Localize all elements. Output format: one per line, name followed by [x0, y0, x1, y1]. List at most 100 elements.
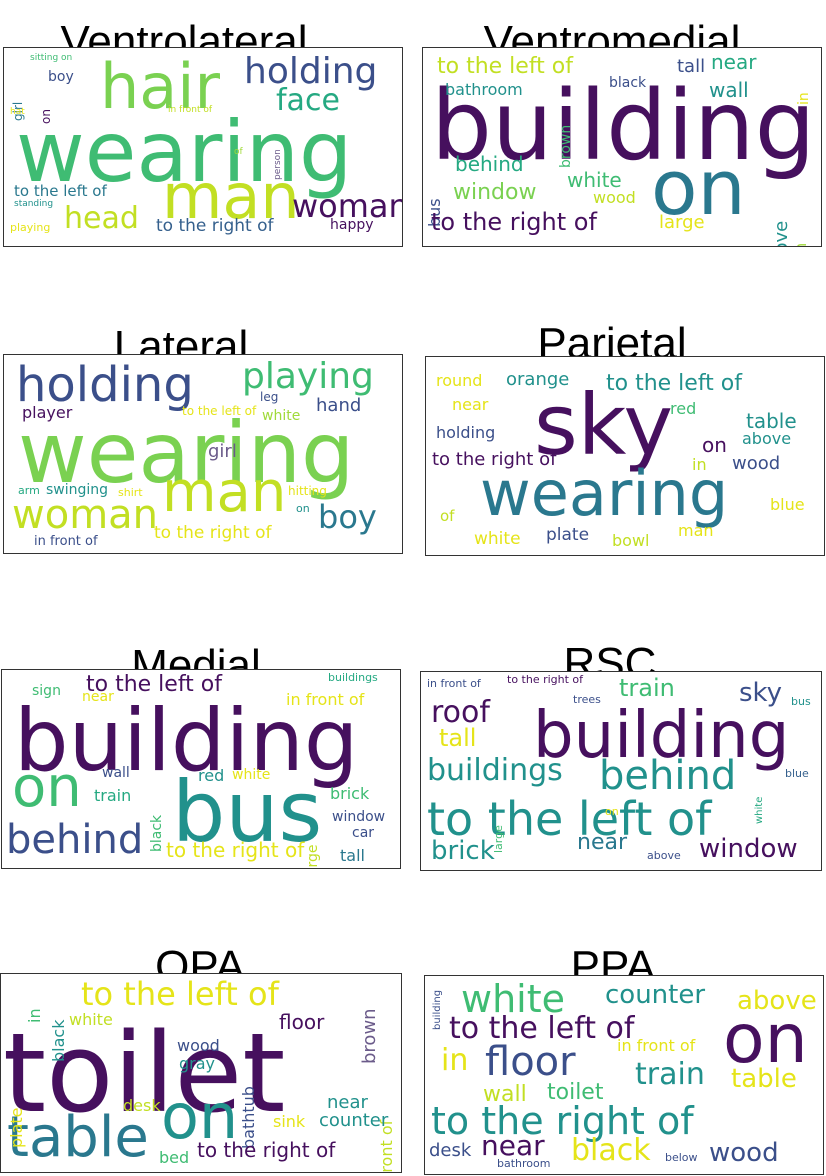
- word-playing: playing: [10, 221, 51, 234]
- word-behind: behind: [6, 817, 144, 863]
- word-brick: brick: [431, 836, 495, 866]
- word-sink: sink: [273, 1112, 306, 1131]
- word-in-front-of: in front of: [617, 1036, 696, 1055]
- word-round: round: [436, 371, 483, 390]
- word-brown: brown: [558, 124, 574, 168]
- word-red: red: [198, 766, 225, 785]
- word-table: table: [746, 409, 797, 433]
- word-large: large: [305, 844, 321, 869]
- word-train: train: [619, 674, 675, 702]
- word-tall: tall: [439, 724, 477, 752]
- word-white: white: [69, 1010, 113, 1029]
- word-floor: floor: [485, 1039, 576, 1085]
- word-on: on: [296, 502, 310, 515]
- word-to-the-left-of: to the left of: [437, 54, 574, 79]
- word-bathroom: bathroom: [497, 1157, 551, 1170]
- word-leg: leg: [260, 390, 279, 404]
- word-bus: bus: [791, 695, 811, 708]
- word-toilet: toilet: [547, 1080, 604, 1105]
- word-holding: holding: [244, 51, 378, 92]
- word-to-the-right-of: to the right of: [166, 838, 305, 862]
- word-table: table: [731, 1064, 797, 1094]
- word-to-the-left-of: to the left of: [606, 371, 743, 396]
- word-blue: blue: [785, 767, 809, 780]
- word-buildings: buildings: [427, 753, 563, 788]
- word-to-the-left-of: to the left of: [427, 792, 712, 846]
- word-bus: bus: [172, 763, 323, 861]
- word-boy: boy: [48, 69, 74, 85]
- word-train: train: [635, 1057, 705, 1092]
- word-to-the-right-of: to the right of: [431, 208, 597, 236]
- word-near: near: [452, 395, 489, 414]
- word-in-front-of: in front of: [286, 690, 365, 709]
- word-sky: sky: [739, 678, 783, 708]
- word-on: on: [702, 433, 727, 457]
- word-white: white: [262, 408, 301, 424]
- word-cloud-panel-rsc: building to the left of behind buildings roo…: [420, 671, 822, 871]
- word-large: large: [492, 825, 505, 853]
- word-cloud-panel-ventromedial: building on to the left of tall near black bat…: [422, 47, 822, 247]
- word-white: white: [461, 977, 565, 1021]
- word-window: window: [453, 180, 537, 205]
- word-brick: brick: [330, 784, 370, 803]
- word-man: man: [162, 460, 287, 525]
- word-orange: orange: [506, 369, 570, 390]
- word-wearing: wearing: [480, 457, 729, 530]
- word-window: window: [699, 834, 798, 864]
- word-white: white: [474, 529, 521, 549]
- word-above: above: [647, 849, 681, 862]
- word-to-the-right-of: to the right of: [507, 673, 584, 686]
- word-cloud-panel-ppa: on white counter above to the left of in floor…: [424, 975, 824, 1175]
- word-near: near: [82, 689, 114, 705]
- word-to-the-left-of: to the left of: [449, 1011, 635, 1046]
- word-wearing: wearing: [18, 404, 355, 502]
- word-in: in: [25, 1008, 44, 1024]
- word-on: on: [651, 143, 746, 232]
- word-near: near: [577, 830, 628, 855]
- word-behind: behind: [599, 753, 737, 799]
- word-black: black: [149, 814, 165, 852]
- word-buildings: buildings: [328, 671, 378, 684]
- word-counter: counter: [605, 980, 706, 1010]
- word-hat: hat: [10, 107, 25, 117]
- word-in-front-of: in front of: [427, 677, 481, 690]
- word-to-the-right-of: to the right of: [156, 216, 274, 236]
- word-head: head: [64, 201, 139, 236]
- word-to-the-left-of: to the left of: [14, 182, 107, 200]
- word-brown: brown: [359, 1008, 380, 1064]
- word-in: in: [796, 92, 812, 105]
- word-holding: holding: [16, 357, 194, 413]
- word-standing: standing: [14, 199, 54, 209]
- word-swinging: swinging: [46, 482, 109, 498]
- word-black: black: [609, 75, 647, 91]
- word-sky: sky: [534, 376, 674, 474]
- word-shirt: shirt: [118, 486, 143, 499]
- word-bowl: bowl: [612, 531, 650, 550]
- word-arm: arm: [18, 484, 40, 497]
- word-above: above: [742, 429, 792, 448]
- word-wearing: wearing: [16, 103, 353, 201]
- word-in: in: [692, 455, 707, 474]
- word-roof: roof: [431, 695, 490, 730]
- word-to-the-left-of: to the left of: [86, 672, 223, 697]
- word-desk: desk: [123, 1096, 161, 1115]
- word-wall: wall: [102, 765, 130, 781]
- word-black: black: [571, 1133, 651, 1168]
- word-cloud-panel-lateral: wearing holding playing man woman boy player to…: [3, 354, 403, 554]
- word-girl: girl: [208, 441, 237, 462]
- word-hair: hair: [100, 50, 221, 123]
- word-white: white: [232, 767, 271, 783]
- word-of: of: [234, 147, 243, 157]
- word-on: on: [723, 1000, 808, 1079]
- word-building: building: [431, 70, 816, 182]
- word-building: building: [533, 699, 790, 773]
- word-car: car: [352, 825, 375, 841]
- word-table: table: [7, 1105, 149, 1170]
- word-below: below: [665, 1151, 698, 1164]
- word-man: man: [678, 521, 714, 540]
- word-in-front-of: in front of: [34, 534, 98, 549]
- word-near: near: [711, 50, 757, 74]
- word-cloud-panel-parietal: sky wearing round orange to the left of near r…: [425, 356, 825, 556]
- word-boy: boy: [318, 498, 377, 536]
- word-large: large: [659, 212, 705, 233]
